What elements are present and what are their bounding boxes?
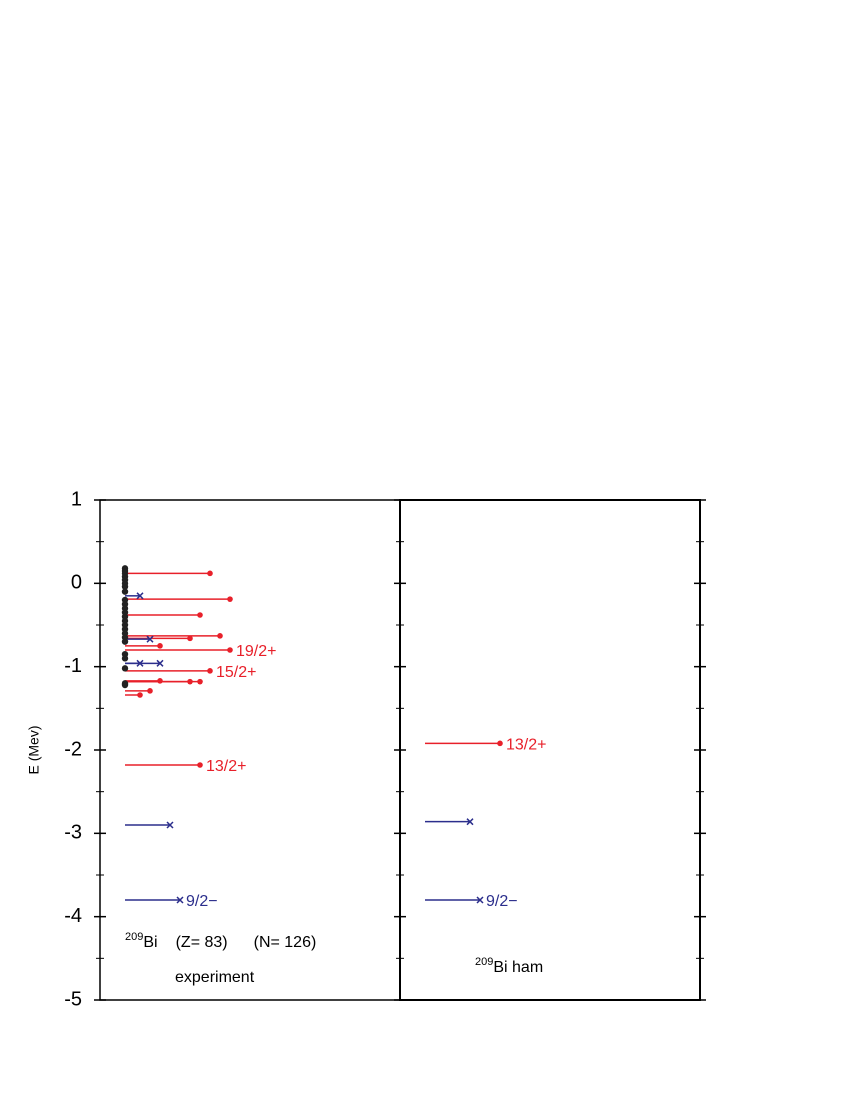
level-marker: [136, 592, 144, 600]
level-label: 15/2+: [216, 664, 256, 681]
level-label: 9/2−: [186, 893, 218, 910]
panel-title: 209Bi (Z= 83) (N= 126): [125, 931, 316, 951]
isotope-mass: 209: [125, 931, 143, 943]
level-marker: [156, 659, 164, 667]
panel-frame: [99, 499, 401, 1001]
level-marker: [121, 588, 129, 595]
level-marker: [227, 596, 233, 602]
panel-frame: [399, 499, 701, 1001]
level-marker: [207, 668, 213, 674]
level-marker: [466, 818, 474, 826]
level-marker: [227, 647, 233, 653]
y-tick-label: -3: [64, 822, 82, 844]
neutron-number: (N= 126): [254, 934, 317, 951]
level-marker: [157, 678, 163, 684]
level-label: 13/2+: [206, 758, 246, 775]
level-label: 9/2−: [486, 893, 518, 910]
level-marker: [157, 643, 163, 649]
level-label: 13/2+: [506, 737, 546, 754]
panel-caption: experiment: [175, 969, 255, 986]
level-marker: [197, 762, 203, 768]
level-marker: [217, 633, 223, 639]
level-marker: [121, 665, 129, 672]
y-tick-label: -1: [64, 655, 82, 677]
level-marker: [121, 583, 129, 590]
level-marker: [497, 740, 503, 747]
level-marker: [121, 638, 129, 645]
y-tick-label: 1: [71, 488, 82, 510]
level-marker: [121, 681, 129, 689]
level-label: 19/2+: [236, 643, 276, 660]
y-tick-label: 0: [71, 572, 82, 594]
isotope-element: Bi ham: [493, 959, 543, 976]
level-marker: [476, 896, 484, 904]
y-axis-label: E (Mev): [26, 726, 42, 775]
level-marker: [197, 612, 203, 618]
level-marker: [176, 896, 184, 904]
y-tick-label: -2: [64, 738, 82, 760]
level-marker: [121, 655, 129, 662]
level-marker: [207, 570, 213, 577]
y-tick-label: -5: [64, 988, 82, 1010]
isotope-element: Bi: [143, 934, 157, 951]
level-marker: [146, 635, 154, 643]
y-tick-label: -4: [64, 905, 82, 927]
level-marker: [147, 688, 153, 694]
level-marker: [166, 821, 174, 829]
level-marker: [197, 678, 203, 685]
panel-title: 209Bi ham: [475, 956, 543, 976]
isotope-mass: 209: [475, 956, 493, 968]
level-marker: [137, 692, 143, 698]
proton-number: (Z= 83): [176, 934, 228, 951]
level-marker: [187, 635, 193, 642]
